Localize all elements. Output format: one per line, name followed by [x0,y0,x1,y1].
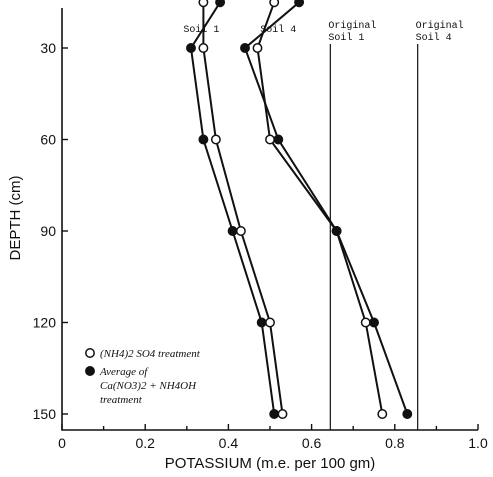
open-point [265,317,275,328]
y-axis-title: DEPTH (cm) [7,176,24,261]
open-point [210,134,221,145]
legend: (NH4)2 SO4 treatment Average of Ca(NO3)2 +… [85,348,201,406]
y-tick-label: 150 [33,406,57,422]
filled-point [294,0,305,8]
x-tick-label: 0 [58,435,66,451]
filled-point [369,317,379,328]
original-soil-label: Soil 1 [328,32,364,44]
open-point [277,409,288,419]
series-line [256,1,384,415]
legend-filled-label: treatment [100,394,143,406]
series-line [202,2,284,415]
filled-point [269,409,280,419]
open-point [235,226,246,236]
series-label: Soil 1 [183,24,219,36]
open-point [198,0,209,8]
open-point [269,0,280,8]
axes: 0 0.2 0.4 0.6 0.8 1.0 30 60 90 120 150 [33,8,488,451]
y-tick-label: 60 [40,132,56,148]
open-point [377,409,388,419]
series-label: Soil 4 [260,24,296,36]
x-axis-title: POTASSIUM (m.e. per 100 gm) [165,455,376,472]
series-line [189,1,276,415]
filled-point [227,226,238,236]
filled-point [240,43,250,53]
filled-point [198,134,209,145]
filled-point [273,134,284,145]
legend-filled-label: Ca(NO3)2 + NH4OH [100,380,197,392]
original-soil-label: Soil 4 [416,32,452,44]
series-labels: Soil 1 Soil 4 [183,24,296,36]
filled-point [215,0,226,8]
x-tick-label: 0.8 [385,435,405,451]
x-tick-label: 0.6 [302,435,322,451]
filled-point [331,226,342,236]
series-group [186,0,413,419]
y-tick-label: 120 [33,315,57,331]
legend-open-label: (NH4)2 SO4 treatment [100,348,201,360]
legend-filled-label: Average of [99,366,149,378]
x-tick-label: 0.4 [219,435,239,451]
y-tick-label: 30 [40,40,56,56]
series-line [243,1,409,415]
x-tick-label: 1.0 [468,435,488,451]
y-tick-label: 90 [40,223,56,239]
open-point [252,43,263,53]
original-soil-label: Original [416,20,464,32]
x-tick-label: 0.2 [135,435,155,451]
filled-point [186,43,196,53]
legend-open-marker [85,348,95,358]
original-soil-label: Original [328,20,376,32]
filled-point [402,409,413,419]
open-point [265,134,275,145]
legend-filled-marker [85,366,95,376]
open-point [360,317,371,328]
open-point [198,43,209,53]
filled-point [256,317,267,328]
